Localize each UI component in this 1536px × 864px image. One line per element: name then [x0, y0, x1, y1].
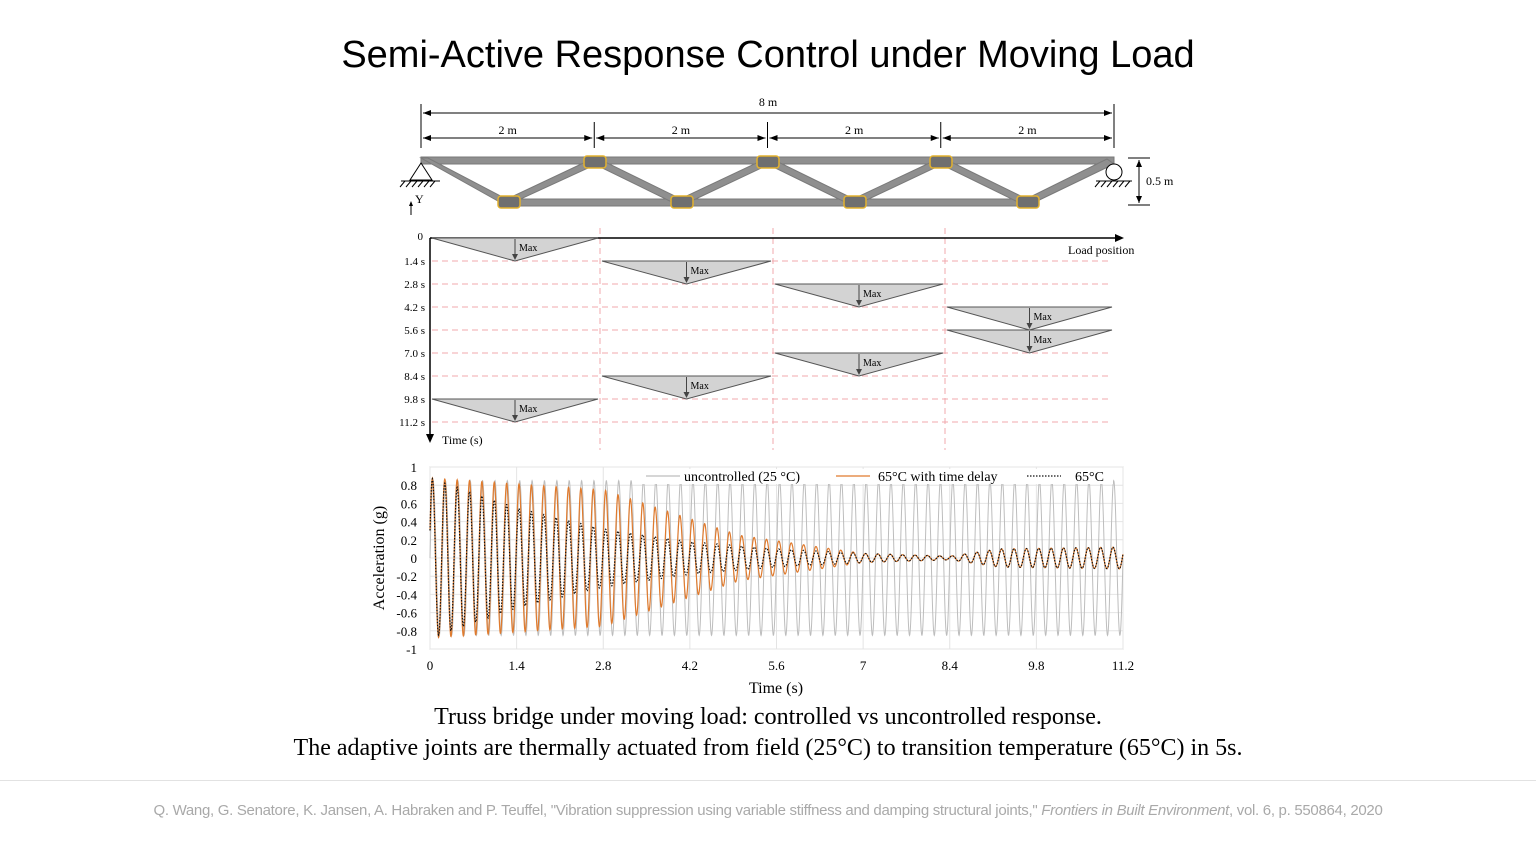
chart-series [429, 476, 1124, 639]
y-tick-label: 0.2 [401, 533, 417, 548]
x-tick-label: 7 [860, 658, 867, 673]
max-label: Max [863, 289, 881, 300]
y-axis-marker: Y [415, 192, 424, 206]
joint [756, 155, 780, 169]
reference-details: , vol. 6, p. 550864, 2020 [1229, 802, 1383, 819]
joint [843, 195, 867, 209]
time-label: 4.2 s [404, 302, 425, 314]
x-axis-title: Time (s) [749, 680, 803, 697]
max-arrowhead [512, 254, 518, 260]
max-arrowhead [512, 415, 518, 421]
time-label: 2.8 s [404, 279, 425, 291]
max-arrowhead [856, 300, 862, 306]
moving-load-diagram: 0 Load position Time (s) 1.4 s 2.8 s 4.2 s… [399, 228, 1134, 450]
bay-span-label: 2 m [1018, 123, 1037, 137]
x-tick-label: 2.8 [595, 658, 611, 673]
x-tick-label: 8.4 [942, 658, 959, 673]
max-arrowhead [683, 392, 690, 398]
y-tick-label: -0.6 [396, 606, 417, 621]
adaptive-joints [497, 155, 1040, 209]
joint [670, 195, 694, 209]
max-arrowhead [1026, 323, 1033, 329]
x-tick-label: 9.8 [1028, 658, 1044, 673]
joint [1016, 195, 1040, 209]
max-label: Max [519, 243, 537, 254]
figure: 8 m 2 m 2 m 2 m 2 m [371, 95, 1174, 697]
max-arrowhead [856, 369, 862, 375]
load-origin-label: 0 [418, 231, 424, 243]
time-labels: 1.4 s 2.8 s 4.2 s 5.6 s 7.0 s 8.4 s 9.8 s 11.2 … [399, 256, 425, 429]
y-tick-label: 0.6 [401, 496, 418, 511]
slide-title: Semi-Active Response Control under Movin… [341, 34, 1195, 76]
x-tick-label: 11.2 [1112, 658, 1134, 673]
joint [583, 155, 607, 169]
y-tick-label: -0.2 [396, 569, 417, 584]
reference: Q. Wang, G. Senatore, K. Jansen, A. Habr… [0, 802, 1536, 819]
total-span-label: 8 m [759, 95, 778, 109]
footer-divider [0, 780, 1536, 781]
joint [929, 155, 953, 169]
y-tick-label: -0.8 [396, 624, 417, 639]
time-label: 7.0 s [404, 348, 425, 360]
time-label: 5.6 s [404, 325, 425, 337]
truss-diagram: 8 m 2 m 2 m 2 m 2 m [399, 95, 1174, 215]
y-tick-label: 1 [411, 460, 418, 475]
max-label: Max [691, 381, 709, 392]
pin-support [399, 162, 440, 188]
caption-line-1: Truss bridge under moving load: controll… [434, 704, 1102, 730]
x-tick-label: 4.2 [682, 658, 698, 673]
height-label: 0.5 m [1146, 174, 1174, 188]
caption-line-2: The adaptive joints are thermally actuat… [293, 735, 1243, 761]
max-label: Max [519, 404, 537, 415]
y-tick-label: 0.4 [401, 515, 418, 530]
legend-box [640, 469, 1113, 484]
reference-authors: Q. Wang, G. Senatore, K. Jansen, A. Habr… [153, 802, 1038, 819]
legend-label: 65°C [1075, 470, 1104, 485]
load-x-axis-label: Load position [1068, 243, 1134, 257]
max-label: Max [1034, 335, 1052, 346]
max-label: Max [863, 358, 881, 369]
joint [497, 195, 521, 209]
bay-span-label: 2 m [845, 123, 864, 137]
y-axis-title: Acceleration (g) [371, 506, 388, 610]
x-tick-label: 1.4 [509, 658, 526, 673]
y-tick-label: -1 [406, 642, 417, 657]
legend-label: 65°C with time delay [878, 470, 998, 485]
max-label: Max [691, 266, 709, 277]
y-tick-label: -0.4 [396, 587, 417, 602]
bay-dimensions: 2 m 2 m 2 m 2 m [420, 122, 1115, 148]
load-triangles: Max Max Max Max Max Max Max Max [431, 237, 1113, 423]
max-arrowhead [1026, 346, 1033, 352]
bay-span-label: 2 m [672, 123, 691, 137]
time-label: 1.4 s [404, 256, 425, 268]
chart-ticks: 1 0.8 0.6 0.4 0.2 0 -0.2 -0.4 -0.6 -0.8 -1 0 1.4 2.8 4… [396, 460, 1134, 673]
load-time-axis-label: Time (s) [442, 433, 483, 447]
x-tick-label: 0 [427, 658, 434, 673]
roller-support [1094, 163, 1132, 188]
series-line [429, 479, 1124, 637]
chart-legend: uncontrolled (25 °C) 65°C with time delay… [646, 470, 1104, 485]
bay-span-label: 2 m [498, 123, 517, 137]
series-line [429, 476, 1124, 639]
y-tick-label: 0.8 [401, 478, 417, 493]
reference-journal: Frontiers in Built Environment [1041, 802, 1230, 819]
time-label: 8.4 s [404, 371, 425, 383]
y-tick-label: 0 [411, 551, 418, 566]
max-arrowhead [683, 277, 690, 283]
acceleration-chart: 1 0.8 0.6 0.4 0.2 0 -0.2 -0.4 -0.6 -0.8 -1 0 1.4 2.8 4… [371, 460, 1134, 697]
max-label: Max [1034, 312, 1052, 323]
legend-label: uncontrolled (25 °C) [684, 470, 800, 485]
bottom-chord [507, 198, 1029, 207]
time-label: 9.8 s [404, 394, 425, 406]
time-label: 11.2 s [399, 417, 425, 429]
x-tick-label: 5.6 [768, 658, 785, 673]
